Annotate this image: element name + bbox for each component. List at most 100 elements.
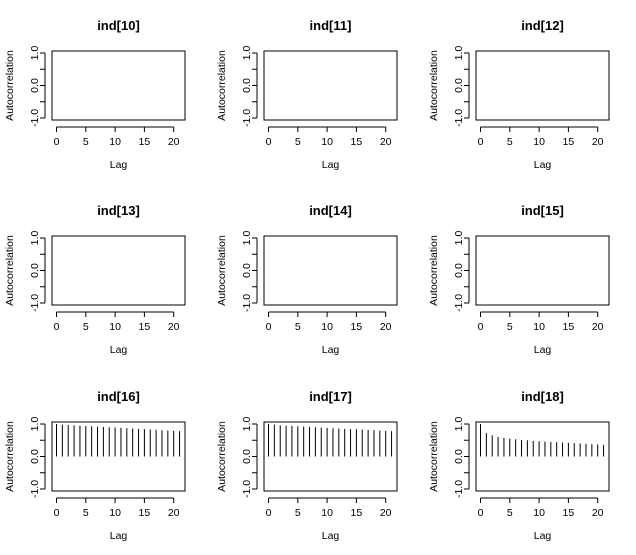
plot-frame [475, 235, 610, 306]
y-tick-label: 0.0 [241, 263, 253, 278]
x-tick-label: 5 [83, 507, 89, 519]
y-tick-label: 1.0 [241, 231, 253, 246]
plot-frame [475, 50, 610, 121]
y-tick-label: 0.0 [453, 78, 465, 93]
y-tick-label: 0.0 [453, 449, 465, 464]
plot-frame [263, 50, 398, 121]
x-axis-label: Lag [534, 530, 552, 542]
panel-title: ind[11] [310, 18, 352, 33]
x-tick-label: 20 [592, 136, 604, 148]
y-tick-label: 1.0 [453, 231, 465, 246]
x-tick-label: 15 [563, 507, 575, 519]
y-tick-label: -1.0 [453, 109, 465, 127]
y-tick-label: -1.0 [29, 480, 41, 498]
x-tick-label: 15 [563, 321, 575, 333]
x-tick-label: 15 [351, 136, 363, 148]
x-tick-label: 0 [266, 136, 272, 148]
x-tick-label: 15 [139, 136, 151, 148]
y-axis-label: Autocorrelation [216, 421, 228, 492]
plot-frame [51, 235, 186, 306]
y-tick-label: 1.0 [29, 231, 41, 246]
x-tick-label: 0 [266, 507, 272, 519]
x-tick-label: 5 [507, 507, 513, 519]
y-tick-label: -1.0 [29, 294, 41, 312]
x-axis-label: Lag [322, 530, 340, 542]
x-tick-label: 0 [54, 136, 60, 148]
y-tick-label: 1.0 [453, 417, 465, 432]
x-tick-label: 20 [168, 321, 180, 333]
x-tick-label: 10 [109, 321, 121, 333]
y-tick-label: 0.0 [29, 263, 41, 278]
y-tick-label: 0.0 [29, 78, 41, 93]
x-tick-label: 20 [592, 507, 604, 519]
x-axis-label: Lag [322, 344, 340, 356]
y-axis-label: Autocorrelation [216, 50, 228, 121]
x-tick-label: 10 [533, 321, 545, 333]
plot-frame [51, 50, 186, 121]
x-tick-label: 15 [139, 507, 151, 519]
x-axis-label: Lag [110, 530, 128, 542]
y-axis-label: Autocorrelation [428, 421, 440, 492]
y-tick-label: 0.0 [241, 78, 253, 93]
x-tick-label: 10 [533, 136, 545, 148]
y-tick-label: -1.0 [453, 480, 465, 498]
panel-title: ind[18] [521, 389, 564, 404]
x-tick-label: 10 [533, 507, 545, 519]
x-tick-label: 20 [168, 136, 180, 148]
x-tick-label: 20 [380, 136, 392, 148]
y-axis-label: Autocorrelation [428, 50, 440, 121]
x-tick-label: 0 [478, 507, 484, 519]
panel-title: ind[17] [309, 389, 352, 404]
x-tick-label: 20 [592, 321, 604, 333]
x-tick-label: 0 [266, 321, 272, 333]
x-tick-label: 0 [54, 507, 60, 519]
x-tick-label: 20 [380, 507, 392, 519]
panel-title: ind[13] [97, 203, 140, 218]
x-tick-label: 5 [507, 321, 513, 333]
x-tick-label: 20 [380, 321, 392, 333]
y-axis-label: Autocorrelation [4, 421, 16, 492]
y-tick-label: -1.0 [453, 294, 465, 312]
y-tick-label: 0.0 [453, 263, 465, 278]
y-axis-label: Autocorrelation [216, 235, 228, 306]
y-tick-label: -1.0 [241, 109, 253, 127]
x-tick-label: 10 [321, 136, 333, 148]
x-tick-label: 5 [507, 136, 513, 148]
y-axis-label: Autocorrelation [4, 50, 16, 121]
plot-frame [263, 235, 398, 306]
panel-title: ind[12] [521, 18, 564, 33]
x-tick-label: 15 [351, 507, 363, 519]
x-tick-label: 0 [478, 136, 484, 148]
x-tick-label: 15 [563, 136, 575, 148]
plot-frame [475, 421, 610, 492]
y-tick-label: 1.0 [241, 46, 253, 61]
x-axis-label: Lag [534, 344, 552, 356]
x-tick-label: 10 [109, 507, 121, 519]
y-tick-label: -1.0 [241, 294, 253, 312]
y-tick-label: -1.0 [241, 480, 253, 498]
y-tick-label: 1.0 [453, 46, 465, 61]
y-tick-label: 1.0 [241, 417, 253, 432]
x-tick-label: 10 [321, 321, 333, 333]
panel-title: ind[15] [521, 203, 564, 218]
y-axis-label: Autocorrelation [4, 235, 16, 306]
x-axis-label: Lag [110, 159, 128, 171]
plot-frame [263, 421, 398, 492]
x-axis-label: Lag [110, 344, 128, 356]
y-tick-label: 0.0 [241, 449, 253, 464]
panel-title: ind[14] [309, 203, 352, 218]
y-tick-label: 1.0 [29, 417, 41, 432]
panel-title: ind[16] [97, 389, 140, 404]
x-tick-label: 5 [295, 321, 301, 333]
plot-frame [51, 421, 186, 492]
x-tick-label: 15 [139, 321, 151, 333]
x-tick-label: 10 [321, 507, 333, 519]
x-tick-label: 0 [54, 321, 60, 333]
x-axis-label: Lag [322, 159, 340, 171]
x-tick-label: 15 [351, 321, 363, 333]
x-tick-label: 5 [83, 136, 89, 148]
x-axis-label: Lag [534, 159, 552, 171]
y-tick-label: 0.0 [29, 449, 41, 464]
x-tick-label: 5 [295, 507, 301, 519]
